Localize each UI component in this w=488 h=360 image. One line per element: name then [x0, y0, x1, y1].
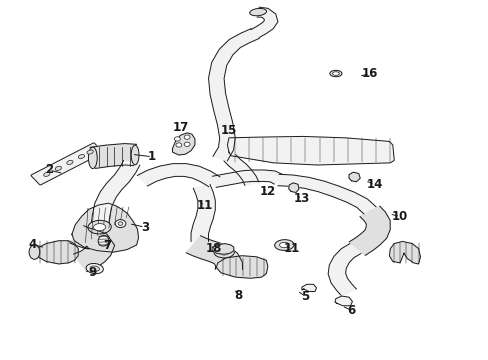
Ellipse shape [86, 264, 103, 274]
Text: 17: 17 [172, 121, 188, 134]
Ellipse shape [174, 137, 180, 141]
Text: 7: 7 [103, 239, 111, 252]
Polygon shape [137, 164, 220, 187]
Polygon shape [34, 241, 78, 264]
Ellipse shape [249, 8, 266, 16]
FancyBboxPatch shape [31, 143, 103, 185]
Text: 10: 10 [391, 210, 407, 223]
Polygon shape [277, 174, 375, 214]
Ellipse shape [332, 72, 339, 75]
Polygon shape [216, 256, 267, 278]
Polygon shape [70, 226, 114, 271]
Text: 8: 8 [234, 288, 243, 302]
Ellipse shape [93, 224, 105, 231]
Text: 11: 11 [284, 242, 300, 255]
Text: 12: 12 [259, 185, 275, 198]
Ellipse shape [88, 220, 111, 234]
Ellipse shape [90, 266, 100, 271]
Ellipse shape [88, 147, 97, 168]
Text: 5: 5 [301, 289, 309, 303]
Polygon shape [72, 203, 138, 252]
Polygon shape [91, 161, 140, 228]
Ellipse shape [87, 150, 93, 154]
Polygon shape [212, 170, 282, 187]
Polygon shape [334, 296, 352, 306]
Polygon shape [90, 144, 136, 168]
Ellipse shape [184, 142, 190, 147]
Ellipse shape [115, 220, 125, 228]
Text: 16: 16 [361, 67, 377, 80]
Ellipse shape [184, 135, 190, 139]
Ellipse shape [67, 161, 73, 165]
Polygon shape [224, 155, 258, 185]
Ellipse shape [55, 166, 61, 170]
Polygon shape [186, 236, 242, 269]
Ellipse shape [98, 235, 109, 246]
Ellipse shape [218, 249, 229, 255]
Polygon shape [327, 244, 360, 296]
Polygon shape [191, 185, 215, 242]
Ellipse shape [43, 172, 50, 176]
Text: 4: 4 [29, 238, 37, 251]
Polygon shape [388, 242, 420, 264]
Polygon shape [212, 244, 233, 254]
Text: 15: 15 [220, 124, 237, 137]
Ellipse shape [131, 145, 139, 165]
Polygon shape [288, 183, 298, 193]
Text: 14: 14 [366, 178, 382, 191]
Text: 6: 6 [346, 304, 355, 317]
Ellipse shape [78, 154, 84, 158]
Ellipse shape [29, 245, 40, 259]
Text: 2: 2 [45, 163, 53, 176]
Text: 1: 1 [148, 150, 156, 163]
Ellipse shape [176, 143, 182, 147]
Text: 3: 3 [141, 221, 148, 234]
Polygon shape [348, 206, 389, 255]
Polygon shape [301, 284, 316, 292]
Polygon shape [172, 133, 195, 155]
Ellipse shape [213, 247, 234, 258]
Text: 9: 9 [88, 266, 97, 279]
Polygon shape [208, 29, 259, 161]
Polygon shape [227, 136, 393, 165]
Text: 18: 18 [206, 242, 222, 255]
Ellipse shape [118, 222, 122, 225]
Polygon shape [250, 7, 277, 37]
Text: 11: 11 [196, 199, 212, 212]
Ellipse shape [329, 70, 341, 77]
Ellipse shape [279, 242, 288, 248]
Text: 13: 13 [293, 192, 309, 205]
Polygon shape [348, 172, 360, 182]
Ellipse shape [274, 240, 293, 251]
